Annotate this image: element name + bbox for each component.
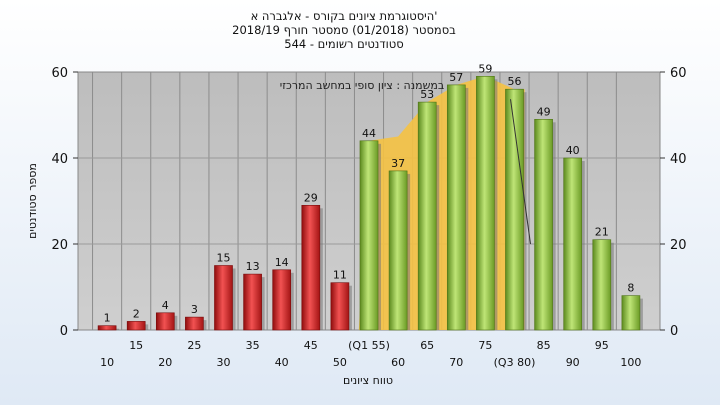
x-tick-label-70: 70 [449,356,463,369]
value-label-30: 15 [217,252,231,265]
value-label-45: 29 [304,191,318,204]
x-tick-label-90: 90 [566,356,580,369]
chart-title-line-2: בסמסטר (01/2018) סמסטר חורף 2018/19 [232,23,456,37]
x-tick-label-35: 35 [246,339,260,352]
x-tick-label-25: 25 [187,339,201,352]
bar-55 [359,140,379,331]
y-tick-label-right: 0 [670,324,678,339]
value-label-40: 14 [275,256,289,269]
bar-65 [417,101,437,331]
x-tick-label-85: 85 [537,339,551,352]
x-tick-label-30: 30 [217,356,231,369]
x-tick-label-80: (Q3 80) [494,356,536,369]
value-label-90: 40 [566,144,580,157]
value-label-75: 59 [478,62,492,75]
x-tick-label-55: (Q1 55) [348,339,390,352]
x-tick-label-10: 10 [100,356,114,369]
x-tick-label-65: 65 [420,339,434,352]
bar-80 [505,88,524,331]
value-label-85: 49 [537,105,551,118]
chart-title-line-3: סטודנטים רשומים - 544 [284,37,403,51]
y-tick-label-right: 40 [670,152,687,167]
x-tick-label-20: 20 [158,356,172,369]
bar-40 [272,269,292,331]
bar-90 [563,157,583,331]
x-tick-label-100: 100 [620,356,641,369]
y-axis-title: מספר סטודנטים [26,163,39,239]
value-label-95: 21 [595,226,609,239]
value-labels: 1 2 4 3 15 13 14 29 11 44 37 53 57 59 56 49 40 21 8 [104,62,635,324]
y-tick-label-left: 20 [51,238,68,253]
bars [97,76,643,331]
value-label-35: 13 [246,260,260,273]
bar-45 [301,205,321,331]
y-axis-right: 0 20 40 60 [660,66,687,339]
x-tick-label-40: 40 [275,356,289,369]
value-label-65: 53 [420,88,434,101]
value-label-55: 44 [362,127,376,140]
y-tick-label-right: 60 [670,66,687,81]
bar-35 [243,273,262,331]
x-tick-label-95: 95 [595,339,609,352]
value-label-10: 1 [104,312,111,325]
x-tick-label-45: 45 [304,339,318,352]
x-axis: 10 15 20 25 30 35 40 45 50(Q1 55)60 65 70 75(Q3 80)… [100,339,641,369]
x-axis-title: טווח ציונים [343,374,393,387]
x-tick-label-50: 50 [333,356,347,369]
bar-95 [592,239,612,331]
bar-25 [185,316,204,331]
value-label-100: 8 [627,282,634,295]
bar-15 [126,321,146,331]
chart-title-line-1: היסטוגרמת ציונים בקורס - אלגברה א' [251,9,438,23]
bar-50 [330,282,350,331]
bar-20 [155,312,175,331]
x-tick-label-60: 60 [391,356,405,369]
x-tick-label-15: 15 [129,339,143,352]
chart-title: היסטוגרמת ציונים בקורס - אלגברה א' בסמסט… [232,9,456,51]
value-label-15: 2 [133,307,140,320]
value-label-50: 11 [333,269,347,282]
value-label-70: 57 [449,71,463,84]
y-axis-left: 0 20 40 60 [51,66,78,339]
bar-30 [214,265,233,331]
bar-100 [621,295,641,331]
annotation-text: במשמנה : ציון סופי במחשב המרכזי [280,79,444,92]
y-tick-label-right: 20 [670,238,687,253]
annotation-line [510,99,532,245]
bar-70 [446,84,466,331]
bar-85 [534,119,553,331]
value-label-20: 4 [162,299,169,312]
bar-75 [476,76,495,331]
value-label-80: 56 [508,75,522,88]
value-label-60: 37 [391,157,405,170]
y-tick-label-left: 60 [51,66,68,81]
value-label-25: 3 [191,303,198,316]
y-tick-label-left: 0 [60,324,68,339]
bar-10 [97,325,117,331]
bar-60 [388,170,408,331]
y-tick-label-left: 40 [51,152,68,167]
x-tick-label-75: 75 [478,339,492,352]
